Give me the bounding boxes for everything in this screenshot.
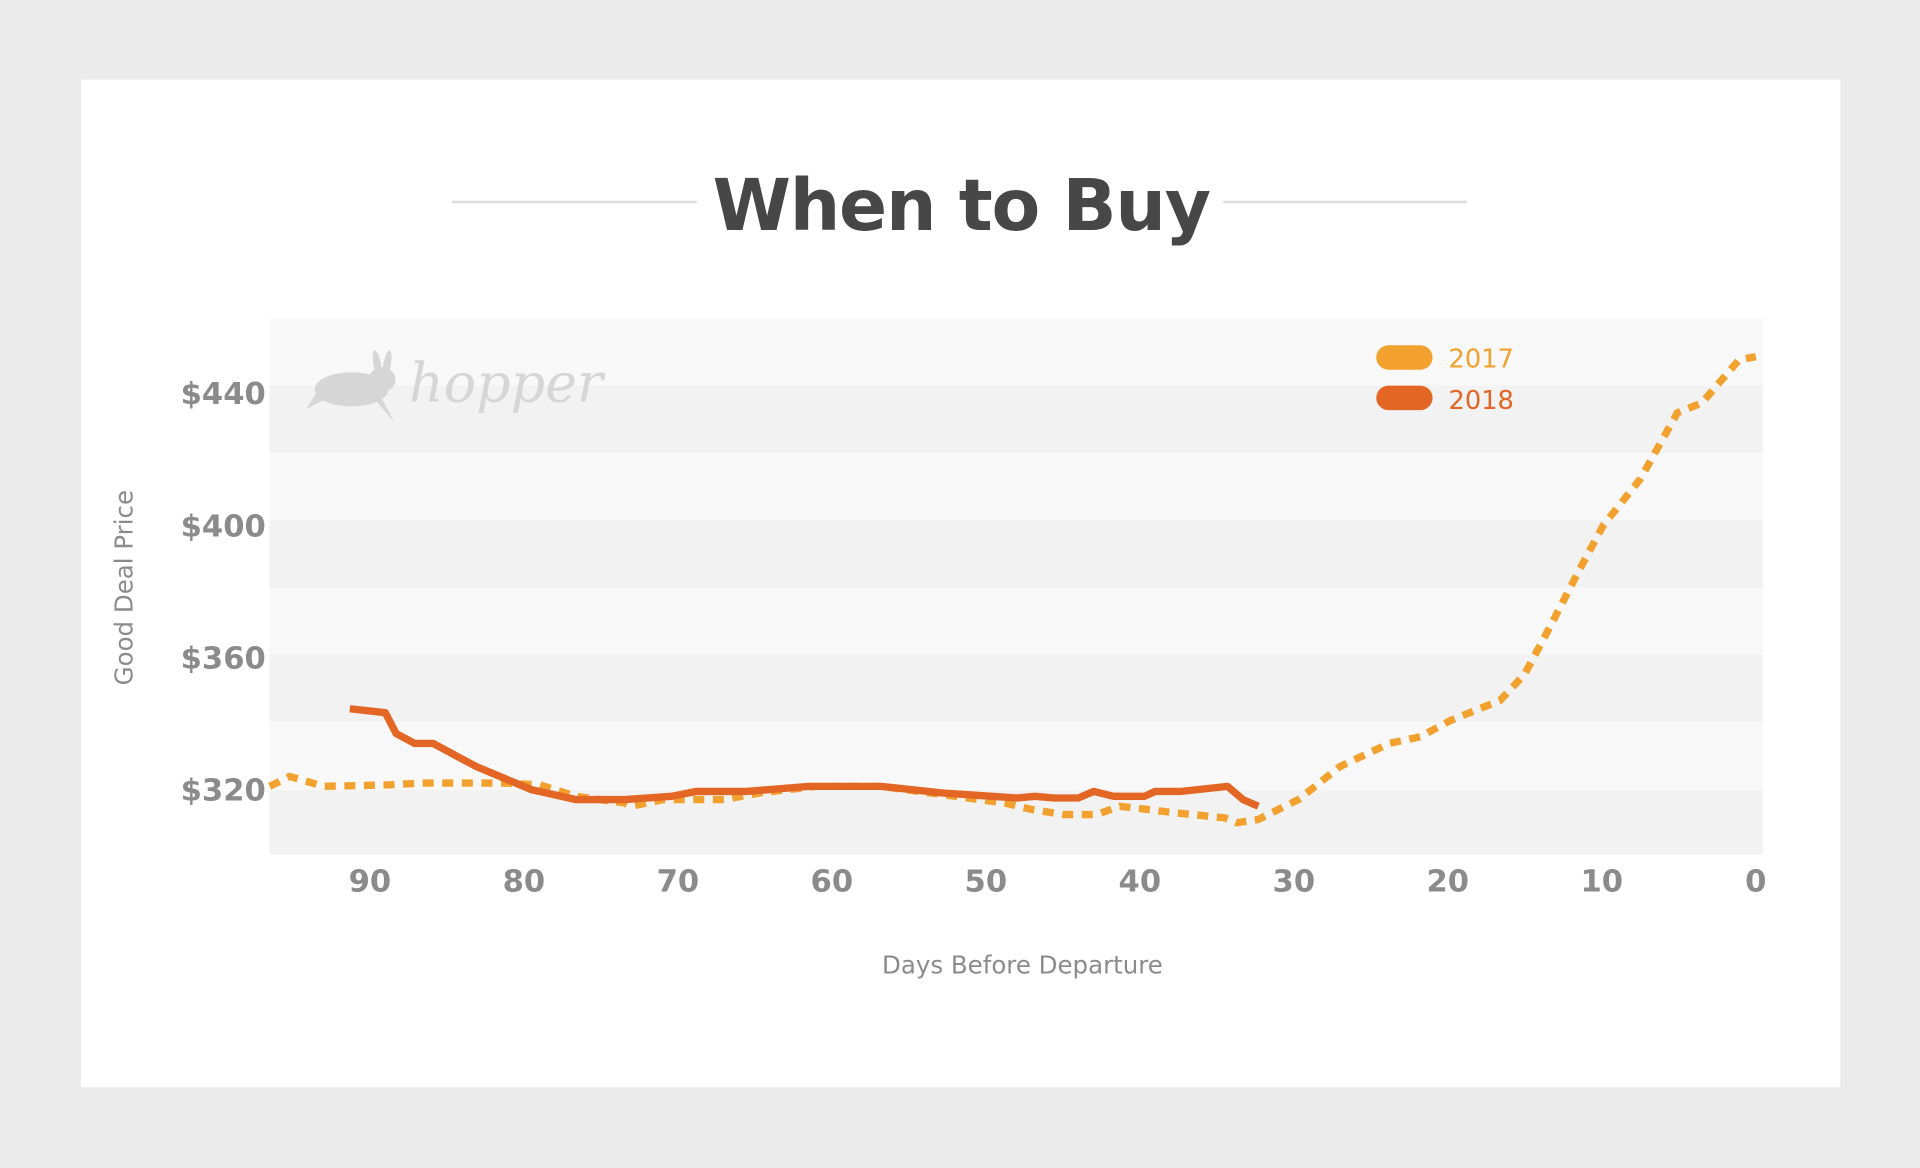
x-axis-label: Days Before Departure bbox=[882, 950, 1163, 979]
legend-swatch-2017 bbox=[1376, 345, 1433, 370]
x-tick-label: 60 bbox=[811, 864, 854, 899]
grid-band bbox=[269, 318, 1764, 386]
legend-label-2017: 2017 bbox=[1449, 344, 1514, 374]
series-line-2018 bbox=[349, 705, 1260, 810]
grid-band bbox=[269, 722, 1764, 790]
y-tick-label: $320 bbox=[181, 774, 266, 809]
x-tick-label: 80 bbox=[503, 864, 546, 899]
x-tick-label: 90 bbox=[349, 864, 392, 899]
grid-band bbox=[269, 452, 1764, 521]
legend-label-2018: 2018 bbox=[1449, 386, 1514, 416]
x-tick-label: 30 bbox=[1273, 864, 1316, 899]
legend: 2017 2018 bbox=[1376, 344, 1514, 416]
plot-bands bbox=[269, 318, 1764, 855]
x-tick-label: 20 bbox=[1427, 864, 1470, 899]
x-tick-label: 0 bbox=[1745, 864, 1766, 899]
grid-band bbox=[269, 655, 1764, 723]
x-tick-label: 10 bbox=[1581, 864, 1624, 899]
logo-wordmark: hopper bbox=[409, 352, 606, 415]
y-tick-label: $360 bbox=[181, 641, 266, 676]
chart-title: When to Buy bbox=[713, 164, 1210, 247]
x-tick-label: 50 bbox=[965, 864, 1008, 899]
grid-band bbox=[269, 587, 1764, 656]
y-tick-label: $400 bbox=[181, 509, 266, 544]
legend-swatch-2018 bbox=[1376, 385, 1433, 411]
hopper-logo: hopper bbox=[306, 350, 606, 423]
y-axis-label: Good Deal Price bbox=[109, 490, 138, 685]
x-tick-label: 40 bbox=[1119, 864, 1162, 899]
x-tick-label: 70 bbox=[657, 864, 700, 899]
grid-band bbox=[269, 520, 1764, 588]
bunny-icon bbox=[306, 350, 396, 423]
grid-band bbox=[269, 385, 1764, 453]
y-tick-label: $440 bbox=[181, 377, 266, 412]
